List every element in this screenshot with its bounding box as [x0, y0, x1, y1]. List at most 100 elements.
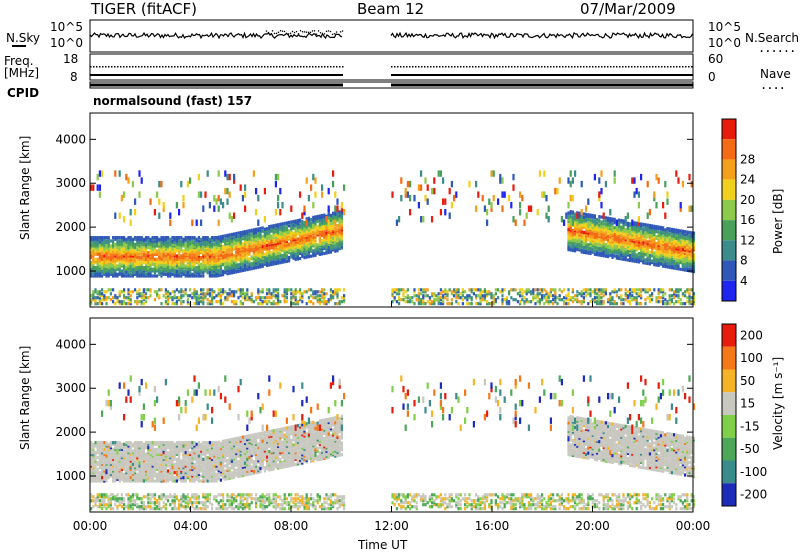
power-cell: [629, 227, 632, 231]
power-cell: [686, 262, 689, 266]
power-cell: [241, 288, 244, 292]
power-cell: [677, 300, 680, 304]
power-cell: [637, 233, 640, 237]
power-cell: [162, 205, 165, 212]
power-cell: [156, 294, 159, 298]
power-cell: [263, 227, 266, 231]
nsearch-dot: [311, 30, 314, 32]
power-cell: [136, 300, 139, 304]
power-cell: [167, 269, 170, 273]
power-cell: [257, 302, 260, 306]
power-cell: [587, 249, 590, 254]
power-cell: [593, 215, 596, 220]
power-cell: [219, 198, 222, 205]
power-cell: [169, 292, 172, 296]
power-cell: [318, 217, 321, 221]
power-cell: [607, 239, 610, 244]
power-cell: [153, 267, 156, 271]
power-cell: [246, 267, 249, 272]
freq-dot: [637, 66, 639, 68]
power-cell: [200, 251, 203, 255]
power-cell: [629, 243, 632, 248]
power-cell: [140, 271, 143, 275]
power-cell: [178, 252, 181, 256]
power-cell: [629, 223, 632, 227]
power-cell: [633, 239, 636, 243]
power-cell: [670, 252, 673, 256]
power-cell: [301, 233, 304, 237]
power-cell: [314, 220, 317, 224]
power-cell: [325, 243, 328, 247]
freq-dot: [490, 66, 492, 68]
power-cell: [279, 232, 282, 236]
power-cell: [653, 258, 656, 262]
power-cell: [134, 246, 137, 250]
power-cell: [292, 238, 295, 242]
power-cell: [618, 230, 621, 234]
freq-dot: [333, 66, 335, 68]
power-cell: [558, 177, 561, 184]
power-cell: [505, 298, 508, 302]
power-cell: [283, 238, 286, 242]
power-cell: [615, 226, 618, 230]
power-cell: [147, 266, 150, 270]
power-cell: [138, 294, 141, 298]
power-panel: [89, 112, 737, 308]
power-cell: [321, 230, 324, 234]
power-cell: [574, 222, 577, 226]
power-cell: [164, 249, 167, 253]
freq-dot: [487, 66, 489, 68]
power-cell: [292, 219, 295, 224]
power-cell: [250, 238, 253, 242]
power-cell: [107, 266, 110, 270]
power-cell: [149, 266, 152, 270]
freq-dot: [270, 66, 272, 68]
power-cell: [675, 248, 678, 252]
power-cell: [237, 246, 240, 250]
power-cell: [120, 239, 123, 243]
power-cell: [659, 234, 662, 238]
power-cell: [679, 259, 682, 263]
power-cell: [305, 217, 308, 221]
power-cell: [288, 257, 291, 261]
power-cell: [186, 249, 189, 253]
power-cell: [136, 290, 139, 294]
power-cell: [211, 266, 214, 270]
power-cell: [296, 220, 299, 224]
power-cell: [334, 249, 337, 253]
power-cell: [277, 228, 280, 232]
power-cell: [631, 240, 634, 245]
power-cell: [149, 290, 152, 294]
power-cell: [173, 294, 176, 298]
power-cell: [120, 261, 123, 265]
power-cell: [268, 231, 271, 235]
power-cell: [413, 294, 416, 298]
power-cell: [567, 229, 570, 233]
power-cell: [558, 288, 561, 292]
power-cell: [629, 292, 632, 296]
power-cell: [98, 296, 101, 300]
power-cell: [589, 236, 592, 241]
power-cell: [180, 271, 183, 275]
power-cell: [261, 248, 264, 252]
power-cell: [158, 272, 161, 276]
power-cell: [279, 257, 282, 261]
power-cell: [321, 248, 324, 253]
power-cell: [600, 220, 603, 224]
power-cell: [257, 245, 260, 249]
power-cell: [153, 257, 156, 261]
power-cell: [277, 254, 280, 259]
power-cell: [228, 265, 231, 269]
power-cell: [178, 237, 181, 241]
power-cell: [149, 262, 152, 266]
power-cell: [316, 244, 319, 249]
power-cell: [129, 252, 132, 256]
power-cell: [118, 271, 121, 275]
power-cell: [637, 201, 640, 209]
freq-dot: [526, 66, 528, 68]
power-cell: [118, 236, 121, 240]
power-cell: [303, 222, 306, 226]
power-cell: [219, 240, 222, 244]
power-cell: [338, 225, 341, 229]
power-cell: [259, 226, 262, 231]
